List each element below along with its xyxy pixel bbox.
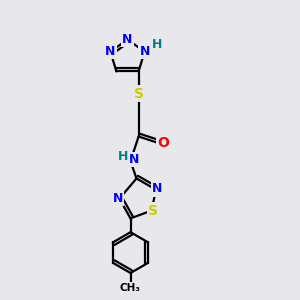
Text: S: S bbox=[134, 87, 144, 100]
Text: CH₃: CH₃ bbox=[120, 283, 141, 293]
Text: N: N bbox=[122, 33, 133, 46]
Text: S: S bbox=[148, 204, 158, 218]
Text: N: N bbox=[113, 192, 123, 205]
Text: H: H bbox=[152, 38, 162, 52]
Text: H: H bbox=[118, 149, 128, 163]
Text: N: N bbox=[105, 45, 116, 58]
Text: N: N bbox=[152, 182, 163, 196]
Text: N: N bbox=[129, 153, 139, 167]
Text: O: O bbox=[157, 136, 169, 150]
Text: N: N bbox=[140, 44, 150, 58]
